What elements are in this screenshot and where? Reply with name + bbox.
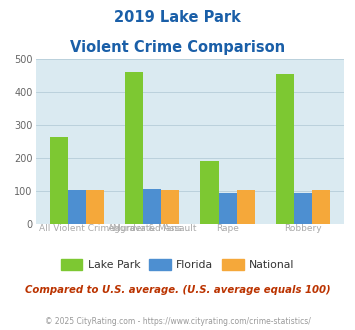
Bar (312, 190, 330, 224)
Bar (161, 190, 179, 224)
Bar (86, 190, 104, 224)
Bar (68, 190, 86, 224)
Text: © 2025 CityRating.com - https://www.cityrating.com/crime-statistics/: © 2025 CityRating.com - https://www.city… (45, 317, 310, 326)
Text: All Violent Crime: All Violent Crime (39, 224, 115, 233)
Text: 2019 Lake Park: 2019 Lake Park (114, 10, 241, 25)
Bar (50, 137, 68, 224)
Legend: Lake Park, Florida, National: Lake Park, Florida, National (56, 254, 299, 275)
Bar (143, 189, 161, 224)
Text: Rape: Rape (216, 224, 239, 233)
Text: Murder & Mans...: Murder & Mans... (114, 224, 191, 233)
Text: Aggravated Assault: Aggravated Assault (108, 224, 196, 233)
Bar (294, 193, 312, 224)
Bar (276, 74, 294, 224)
Text: Robbery: Robbery (284, 224, 322, 233)
Text: Violent Crime Comparison: Violent Crime Comparison (70, 40, 285, 54)
Bar (237, 190, 255, 224)
Bar (201, 161, 219, 224)
Bar (125, 72, 143, 224)
Text: Compared to U.S. average. (U.S. average equals 100): Compared to U.S. average. (U.S. average … (25, 285, 330, 295)
Bar (219, 193, 237, 224)
